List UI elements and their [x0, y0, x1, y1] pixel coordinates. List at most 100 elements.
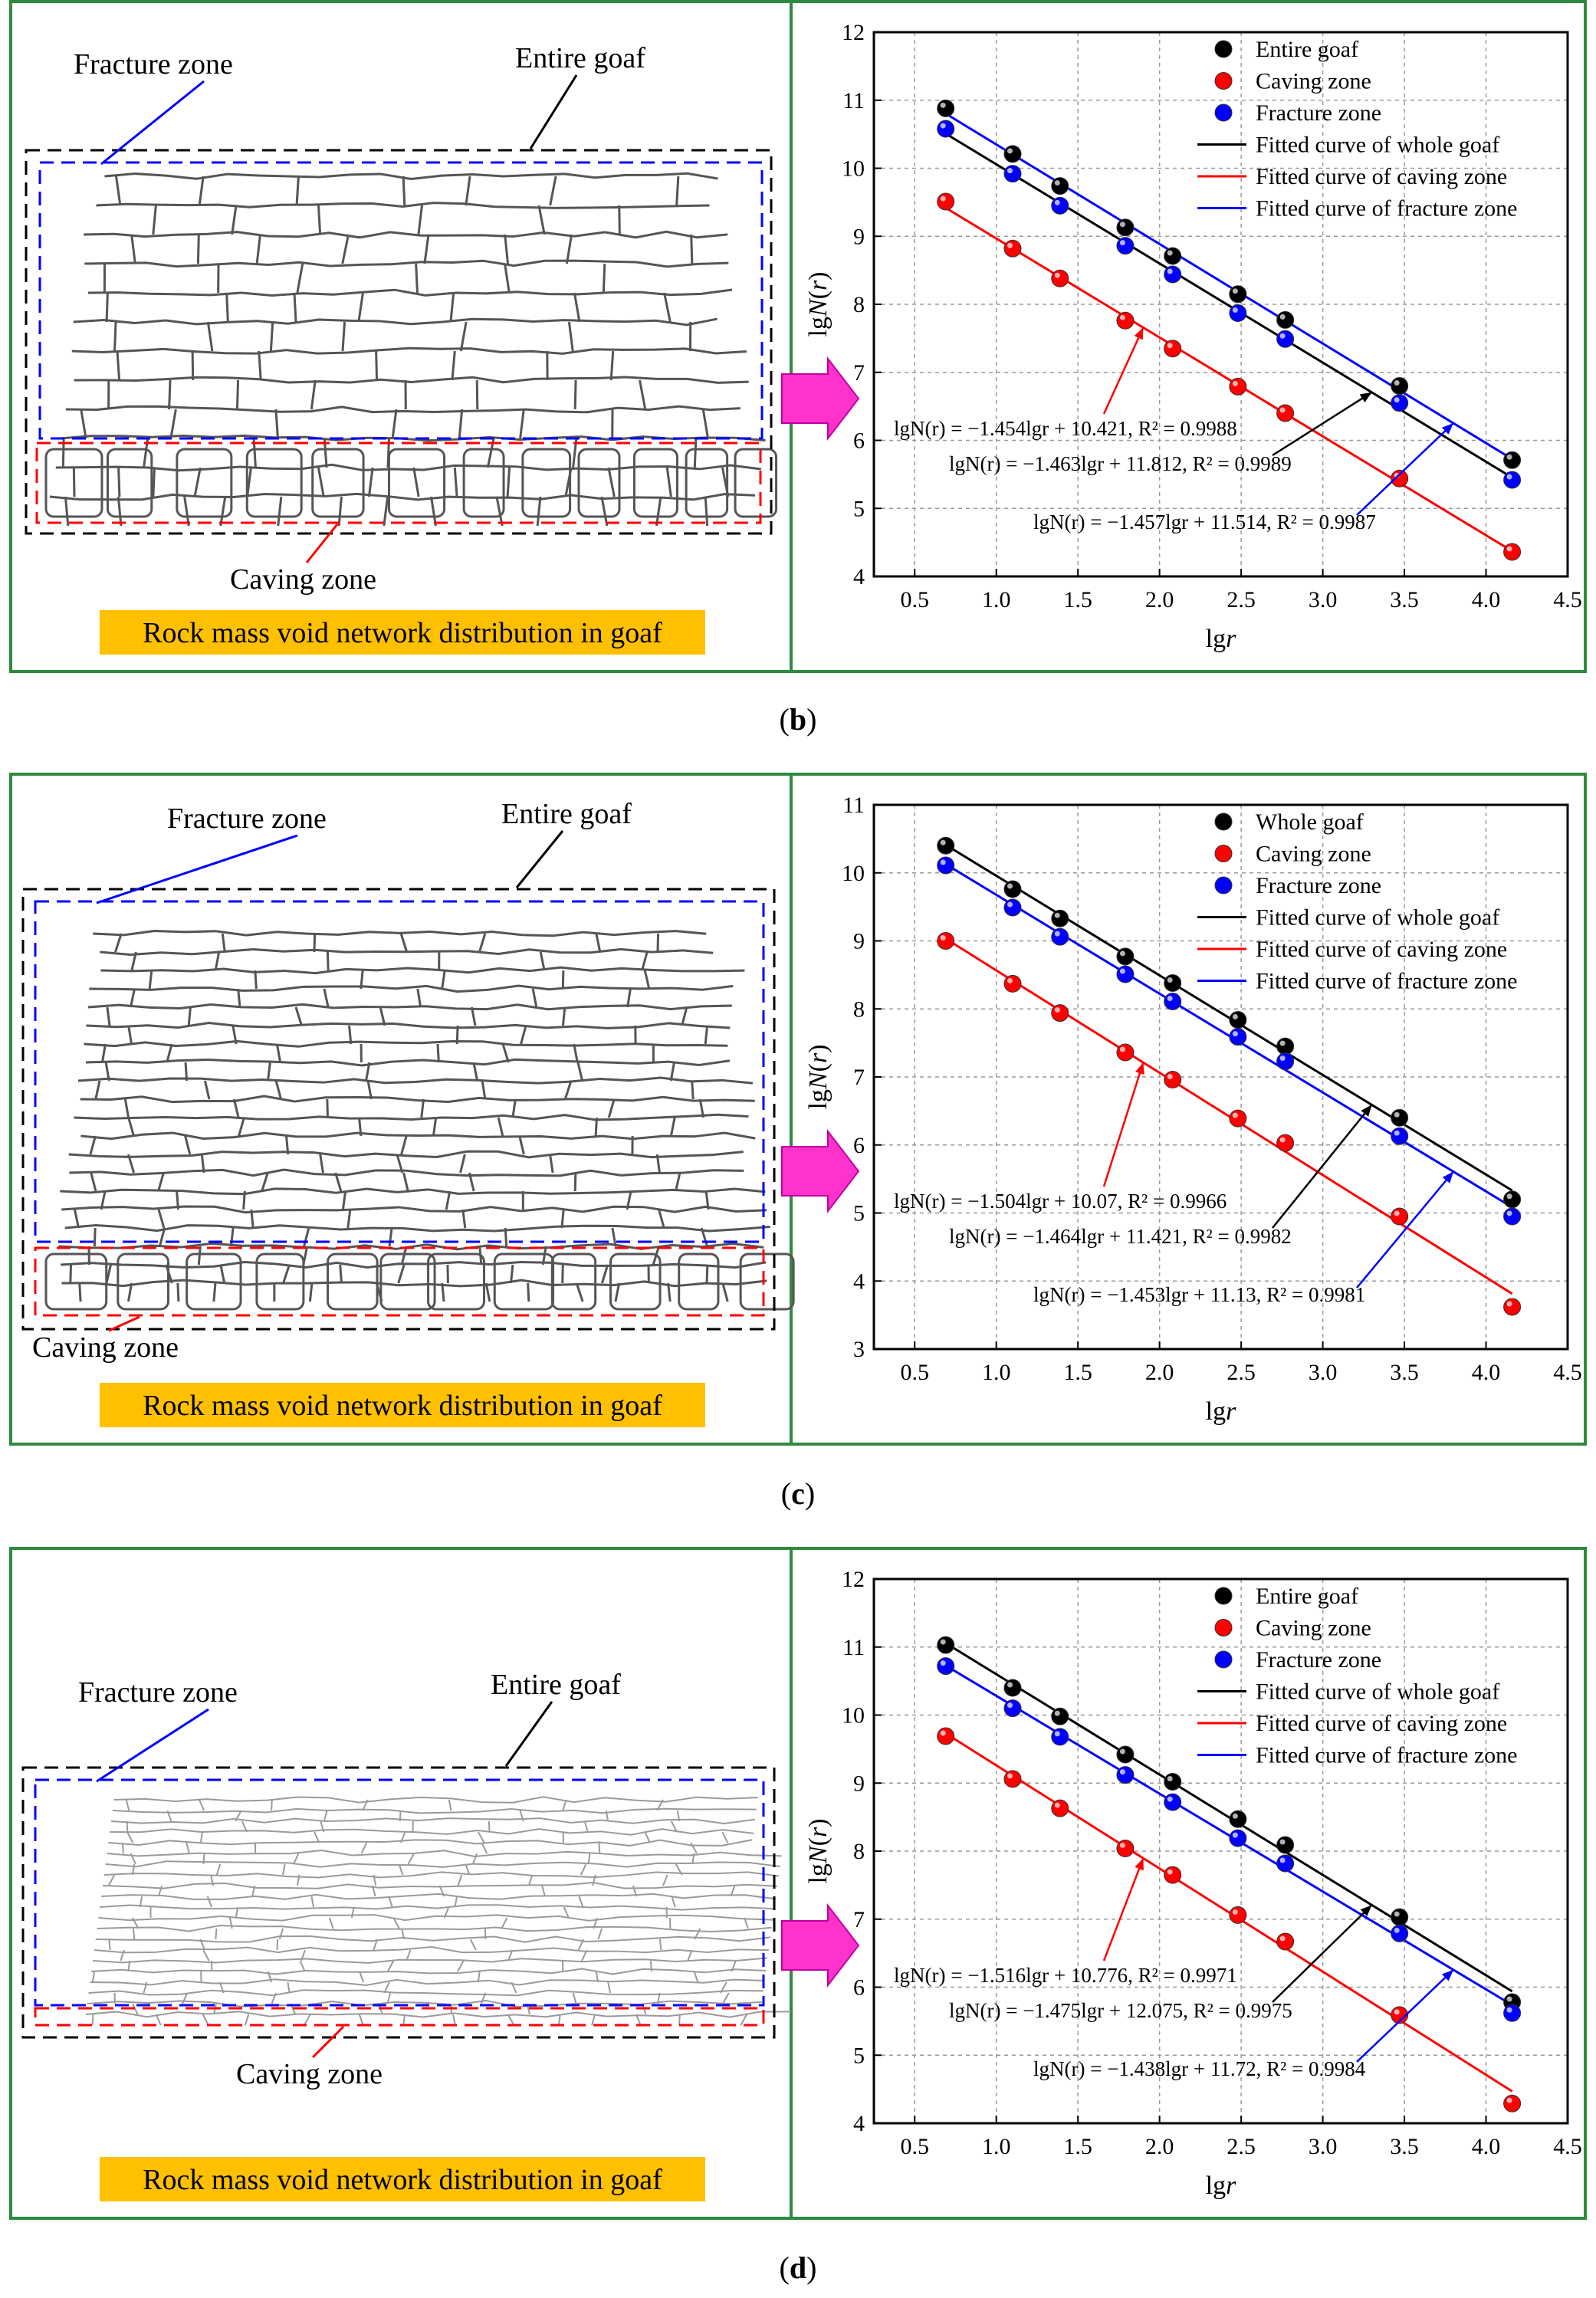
- crack: [563, 1906, 570, 1919]
- x-tick-label: 3.0: [1309, 1360, 1338, 1385]
- crack: [527, 1282, 530, 1302]
- crack: [567, 321, 574, 352]
- data-point-highlight: [1007, 977, 1013, 983]
- crack: [152, 467, 156, 497]
- crack: [359, 1971, 364, 1983]
- crack: [117, 467, 121, 497]
- fracture-layer: [110, 1828, 754, 1836]
- crack: [669, 1117, 676, 1137]
- data-point: [1003, 145, 1022, 163]
- data-point: [1116, 218, 1135, 237]
- crack: [294, 1006, 303, 1026]
- caving-layer: [55, 463, 762, 472]
- crack: [578, 1896, 584, 1908]
- fracture-layer: [71, 346, 747, 355]
- entire-leader: [515, 830, 564, 888]
- x-tick-label: 1.0: [982, 587, 1011, 612]
- banner-text: Rock mass void network distribution in g…: [143, 2164, 662, 2196]
- data-point-highlight: [1054, 1007, 1060, 1013]
- data-point-highlight: [1007, 168, 1013, 174]
- data-point-highlight: [1119, 950, 1125, 957]
- fracture-layer: [60, 1187, 766, 1196]
- data-point-highlight: [1506, 2007, 1512, 2013]
- caving-block: [521, 448, 572, 518]
- crack: [90, 1172, 97, 1192]
- crack: [655, 496, 662, 527]
- crack: [187, 1006, 192, 1026]
- crack: [457, 1874, 463, 1886]
- rock-network: [85, 1796, 791, 2026]
- annotation-arrow: [1356, 422, 1454, 516]
- data-point-highlight: [940, 1730, 946, 1736]
- y-tick-label: 9: [853, 929, 865, 954]
- x-tick-label: 2.0: [1145, 1360, 1174, 1385]
- crack: [595, 933, 602, 953]
- x-tick-label: 3.0: [1309, 587, 1338, 612]
- crack: [537, 205, 546, 235]
- annotation-arrowhead: [1361, 1105, 1372, 1117]
- equation-annotation: lgN(r) = −1.475lgr + 12.075, R² = 0.9975: [949, 1999, 1292, 2022]
- crack: [691, 1080, 695, 1100]
- crack: [120, 1949, 125, 1962]
- crack: [472, 1062, 479, 1082]
- crack: [130, 234, 136, 264]
- fracture-layer: [92, 1957, 768, 1964]
- fracture-zone-box: [38, 161, 764, 440]
- data-point: [1391, 1924, 1409, 1942]
- fracture-layer: [112, 1807, 757, 1814]
- crack: [235, 379, 240, 410]
- fracture-layer: [103, 1871, 779, 1879]
- crack: [445, 1190, 452, 1210]
- crack: [451, 350, 456, 381]
- crack: [130, 1853, 136, 1865]
- crack: [266, 1062, 271, 1082]
- crack: [373, 1939, 379, 1951]
- crack: [215, 1863, 222, 1876]
- crack: [504, 234, 510, 264]
- data-point-highlight: [1167, 977, 1173, 983]
- crack: [388, 1896, 393, 1908]
- data-point: [937, 99, 955, 117]
- panel-divider: [790, 1547, 793, 2220]
- crack: [127, 1154, 136, 1174]
- fracture-layer: [104, 172, 718, 180]
- caving-block: [550, 1252, 597, 1311]
- data-point: [937, 1636, 955, 1654]
- crack: [527, 1874, 534, 1886]
- crack: [662, 1874, 668, 1886]
- crack: [295, 176, 300, 206]
- caving-block: [311, 448, 365, 518]
- data-point: [1276, 1052, 1295, 1071]
- caving-block: [44, 1252, 108, 1311]
- banner-background: [100, 610, 705, 655]
- crack: [251, 1885, 256, 1897]
- fracture-layer: [113, 1796, 758, 1804]
- data-point-highlight: [1394, 397, 1400, 403]
- fracture-layer: [95, 1935, 770, 1943]
- data-point: [1276, 330, 1295, 348]
- fracture-layer: [64, 1224, 770, 1233]
- data-point-highlight: [1007, 148, 1013, 154]
- crack: [420, 1098, 425, 1118]
- crack: [581, 1949, 588, 1962]
- data-point-highlight: [1506, 454, 1512, 460]
- chart: 0.5 1.0 1.5 2.0 2.5 3.0 3.5 4.0 4.5 4 5 6 7 8 9 10 11 12 l…: [804, 1567, 1582, 2200]
- crack: [744, 1917, 749, 1929]
- x-tick-label: 1.5: [1063, 1360, 1092, 1385]
- crack: [465, 176, 471, 206]
- crack: [93, 1227, 97, 1247]
- data-point-highlight: [940, 839, 946, 845]
- equation-annotation: lgN(r) = −1.463lgr + 11.812, R² = 0.9989: [949, 452, 1292, 475]
- x-axis-label: lgr: [1206, 2172, 1236, 2200]
- data-point: [1164, 992, 1182, 1010]
- crack: [132, 2003, 139, 2015]
- crack: [341, 234, 350, 264]
- fracture-layer: [87, 1003, 732, 1011]
- crack: [721, 1831, 729, 1843]
- data-point: [1229, 1109, 1247, 1128]
- data-point: [1276, 1932, 1295, 1951]
- equation-annotation: lgN(r) = −1.464lgr + 11.421, R² = 0.9982: [949, 1225, 1292, 1248]
- data-point-highlight: [1394, 1130, 1400, 1136]
- crack: [228, 1917, 233, 1929]
- crack: [681, 1006, 688, 1026]
